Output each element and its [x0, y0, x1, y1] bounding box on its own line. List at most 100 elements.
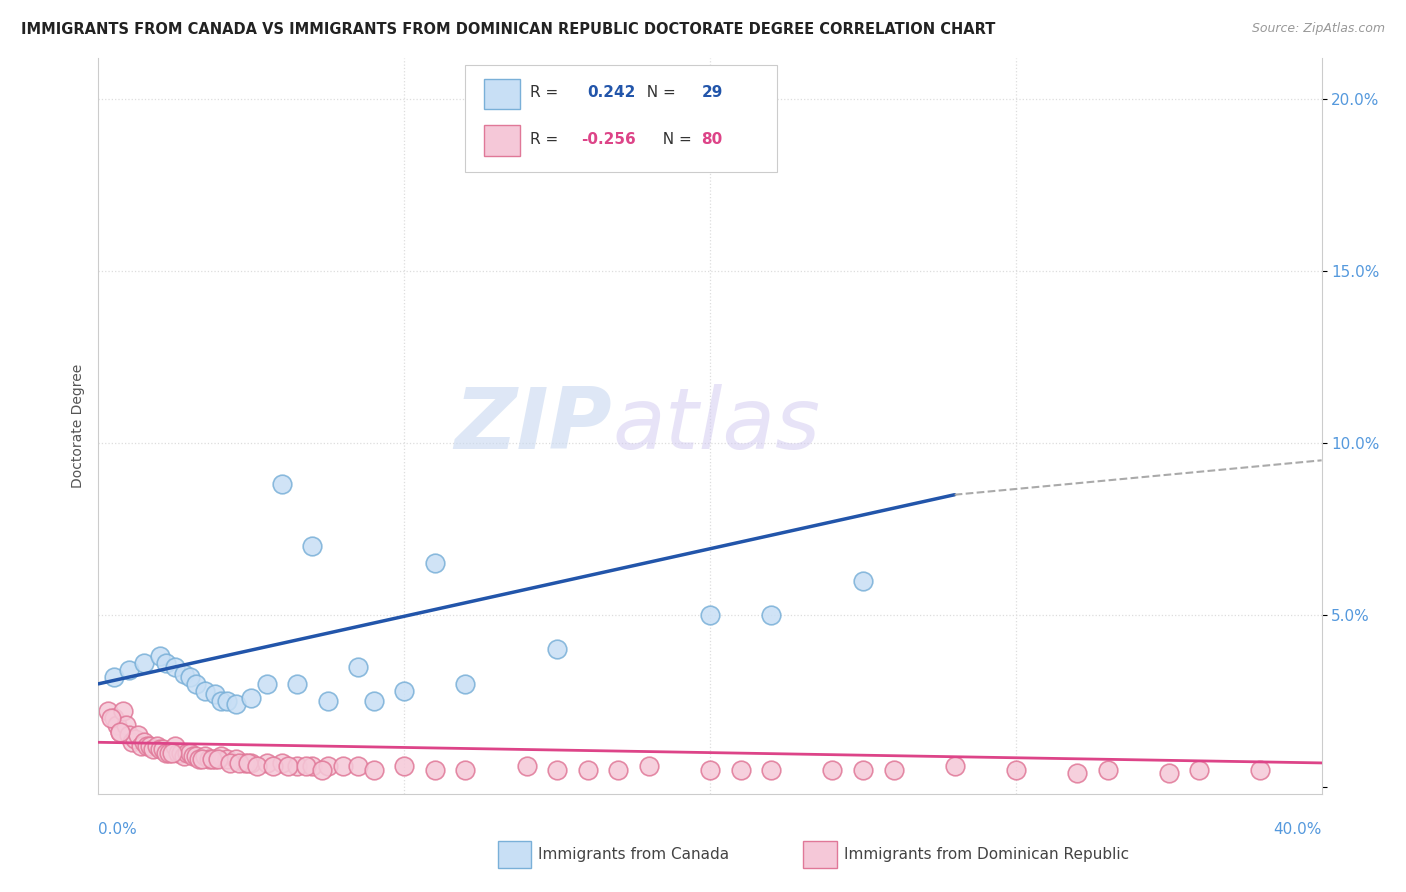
Point — [204, 687, 226, 701]
Point — [821, 763, 844, 777]
FancyBboxPatch shape — [465, 65, 778, 172]
Point — [576, 763, 599, 777]
Point — [118, 663, 141, 677]
Text: ZIP: ZIP — [454, 384, 612, 467]
Point — [759, 608, 782, 623]
Text: 0.0%: 0.0% — [98, 822, 138, 837]
Point — [225, 752, 247, 766]
Point — [188, 752, 211, 766]
Point — [730, 763, 752, 777]
Point — [197, 752, 219, 766]
Point — [105, 718, 128, 732]
Point — [392, 683, 416, 698]
Point — [160, 746, 183, 760]
Point — [699, 763, 721, 777]
Point — [209, 749, 232, 764]
Point — [155, 657, 177, 671]
Point — [163, 739, 186, 753]
Y-axis label: Doctorate Degree: Doctorate Degree — [70, 364, 84, 488]
Point — [181, 749, 204, 764]
Point — [173, 749, 195, 764]
Point — [1066, 766, 1088, 780]
Point — [392, 759, 416, 773]
Point — [546, 763, 568, 777]
Point — [108, 725, 131, 739]
Point — [316, 694, 339, 708]
Point — [454, 763, 477, 777]
Point — [179, 746, 201, 760]
Point — [100, 711, 122, 725]
Point — [115, 718, 138, 732]
Point — [1249, 763, 1271, 777]
Point — [155, 746, 177, 760]
Text: N =: N = — [652, 132, 696, 147]
Point — [546, 642, 568, 657]
Point — [127, 728, 149, 742]
Text: IMMIGRANTS FROM CANADA VS IMMIGRANTS FROM DOMINICAN REPUBLIC DOCTORATE DEGREE CO: IMMIGRANTS FROM CANADA VS IMMIGRANTS FRO… — [21, 22, 995, 37]
Point — [454, 677, 477, 691]
Point — [225, 698, 247, 712]
Point — [270, 477, 292, 491]
Text: Immigrants from Canada: Immigrants from Canada — [538, 847, 730, 862]
Text: Source: ZipAtlas.com: Source: ZipAtlas.com — [1251, 22, 1385, 36]
Point — [97, 704, 120, 718]
Point — [256, 677, 278, 691]
Point — [516, 759, 538, 773]
Point — [316, 759, 339, 773]
Point — [332, 759, 354, 773]
Point — [363, 694, 385, 708]
Point — [883, 763, 905, 777]
Point — [262, 759, 284, 773]
Point — [240, 690, 263, 705]
Point — [759, 763, 782, 777]
Point — [270, 756, 292, 770]
Point — [108, 725, 131, 739]
Point — [233, 756, 256, 770]
Point — [186, 749, 208, 764]
Point — [139, 739, 162, 753]
Point — [204, 752, 226, 766]
Point — [256, 756, 278, 770]
Bar — [484, 125, 520, 156]
Point — [1097, 763, 1119, 777]
Point — [103, 670, 125, 684]
Point — [943, 759, 966, 773]
Point — [149, 742, 172, 756]
Point — [118, 728, 141, 742]
Point — [129, 739, 152, 753]
Text: 80: 80 — [702, 132, 723, 147]
Point — [170, 746, 193, 760]
Point — [1188, 763, 1211, 777]
Text: -0.256: -0.256 — [582, 132, 637, 147]
Point — [163, 659, 186, 673]
Point — [423, 557, 446, 571]
Point — [186, 677, 208, 691]
Text: R =: R = — [530, 132, 564, 147]
Point — [124, 731, 146, 746]
Text: N =: N = — [637, 85, 681, 100]
Point — [136, 739, 159, 753]
Point — [134, 735, 156, 749]
Point — [142, 742, 165, 756]
Point — [347, 759, 370, 773]
Point — [145, 739, 167, 753]
Point — [215, 752, 238, 766]
Point — [363, 763, 385, 777]
Point — [238, 756, 260, 770]
Point — [277, 759, 299, 773]
Point — [219, 756, 242, 770]
Point — [852, 763, 875, 777]
Point — [194, 683, 217, 698]
Point — [149, 649, 172, 664]
Point — [301, 539, 323, 553]
Point — [179, 670, 201, 684]
Point — [215, 694, 238, 708]
Point — [173, 666, 195, 681]
Text: 29: 29 — [702, 85, 723, 100]
Point — [295, 759, 318, 773]
Point — [699, 608, 721, 623]
Point — [207, 752, 229, 766]
Point — [637, 759, 661, 773]
Point — [194, 749, 217, 764]
Point — [607, 763, 630, 777]
